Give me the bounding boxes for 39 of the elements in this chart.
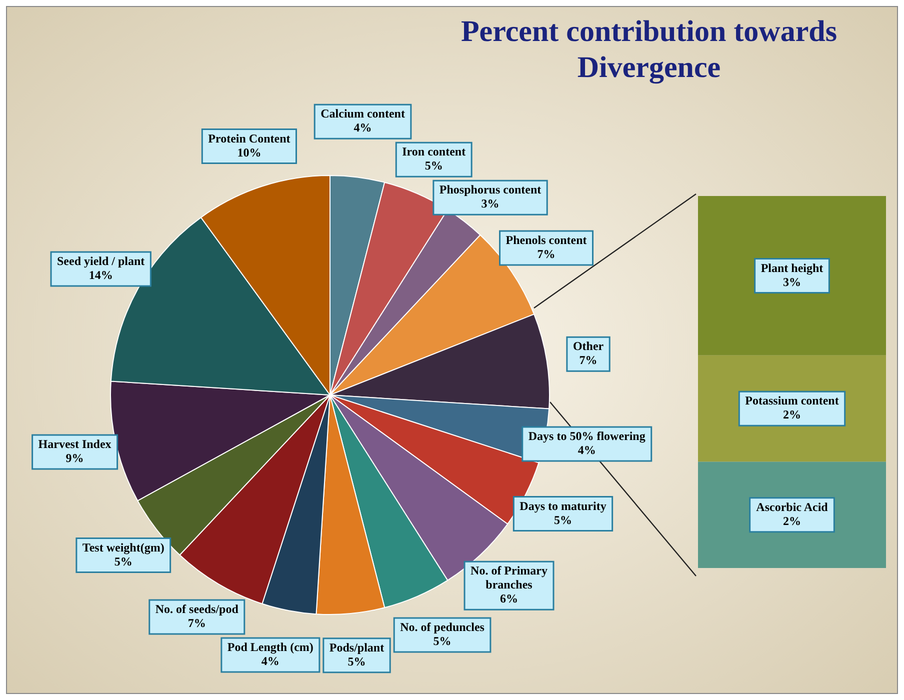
data-label: 4%: [578, 443, 596, 458]
slice-label: Pod Length (cm): [227, 640, 314, 654]
slice-label: Seed yield / plant: [57, 254, 145, 268]
data-label: 2%: [783, 514, 801, 528]
data-label: 5%: [554, 512, 572, 527]
data-label: 3%: [481, 196, 500, 211]
data-label: 14%: [88, 268, 113, 282]
slice-label: Pods/plant: [329, 640, 384, 654]
slice-label: No. of Primary branches: [470, 564, 548, 592]
slice-label: Phosphorus content: [439, 182, 542, 197]
data-label: 5%: [348, 654, 366, 668]
data-label: 6%: [500, 592, 518, 606]
series-label: Potassium content: [745, 394, 839, 408]
slice-label: No. of peduncles: [400, 620, 485, 634]
slice-label: Days to 50% flowering: [528, 429, 646, 444]
data-label: 7%: [579, 353, 598, 368]
data-label: 5%: [114, 554, 132, 568]
data-label: 2%: [783, 408, 801, 422]
data-label: 10%: [237, 145, 262, 160]
data-label: 9%: [66, 451, 84, 466]
series-label: Plant height: [760, 260, 824, 275]
slice-label: Test weight(gm): [82, 540, 164, 554]
chart-title: Percent contribution towards Divergence: [460, 14, 838, 86]
slice-label: Protein Content: [208, 131, 290, 146]
data-label: 3%: [783, 274, 801, 289]
slice-label: Phenols content: [506, 233, 587, 248]
slice-label: Other: [572, 339, 604, 354]
data-label: 4%: [354, 120, 372, 135]
data-label: 5%: [424, 158, 443, 173]
data-label: 4%: [261, 654, 280, 668]
slice-label: Iron content: [402, 144, 466, 159]
slice-label: Calcium content: [320, 106, 405, 121]
series-label: Ascorbic Acid: [756, 500, 828, 514]
data-label: 5%: [433, 634, 452, 648]
slice-label: Harvest Index: [38, 437, 112, 452]
data-label: 7%: [188, 616, 206, 630]
slice-label: No. of seeds/pod: [155, 602, 239, 616]
slice-label: Days to maturity: [520, 498, 606, 513]
data-label: 7%: [537, 247, 556, 262]
